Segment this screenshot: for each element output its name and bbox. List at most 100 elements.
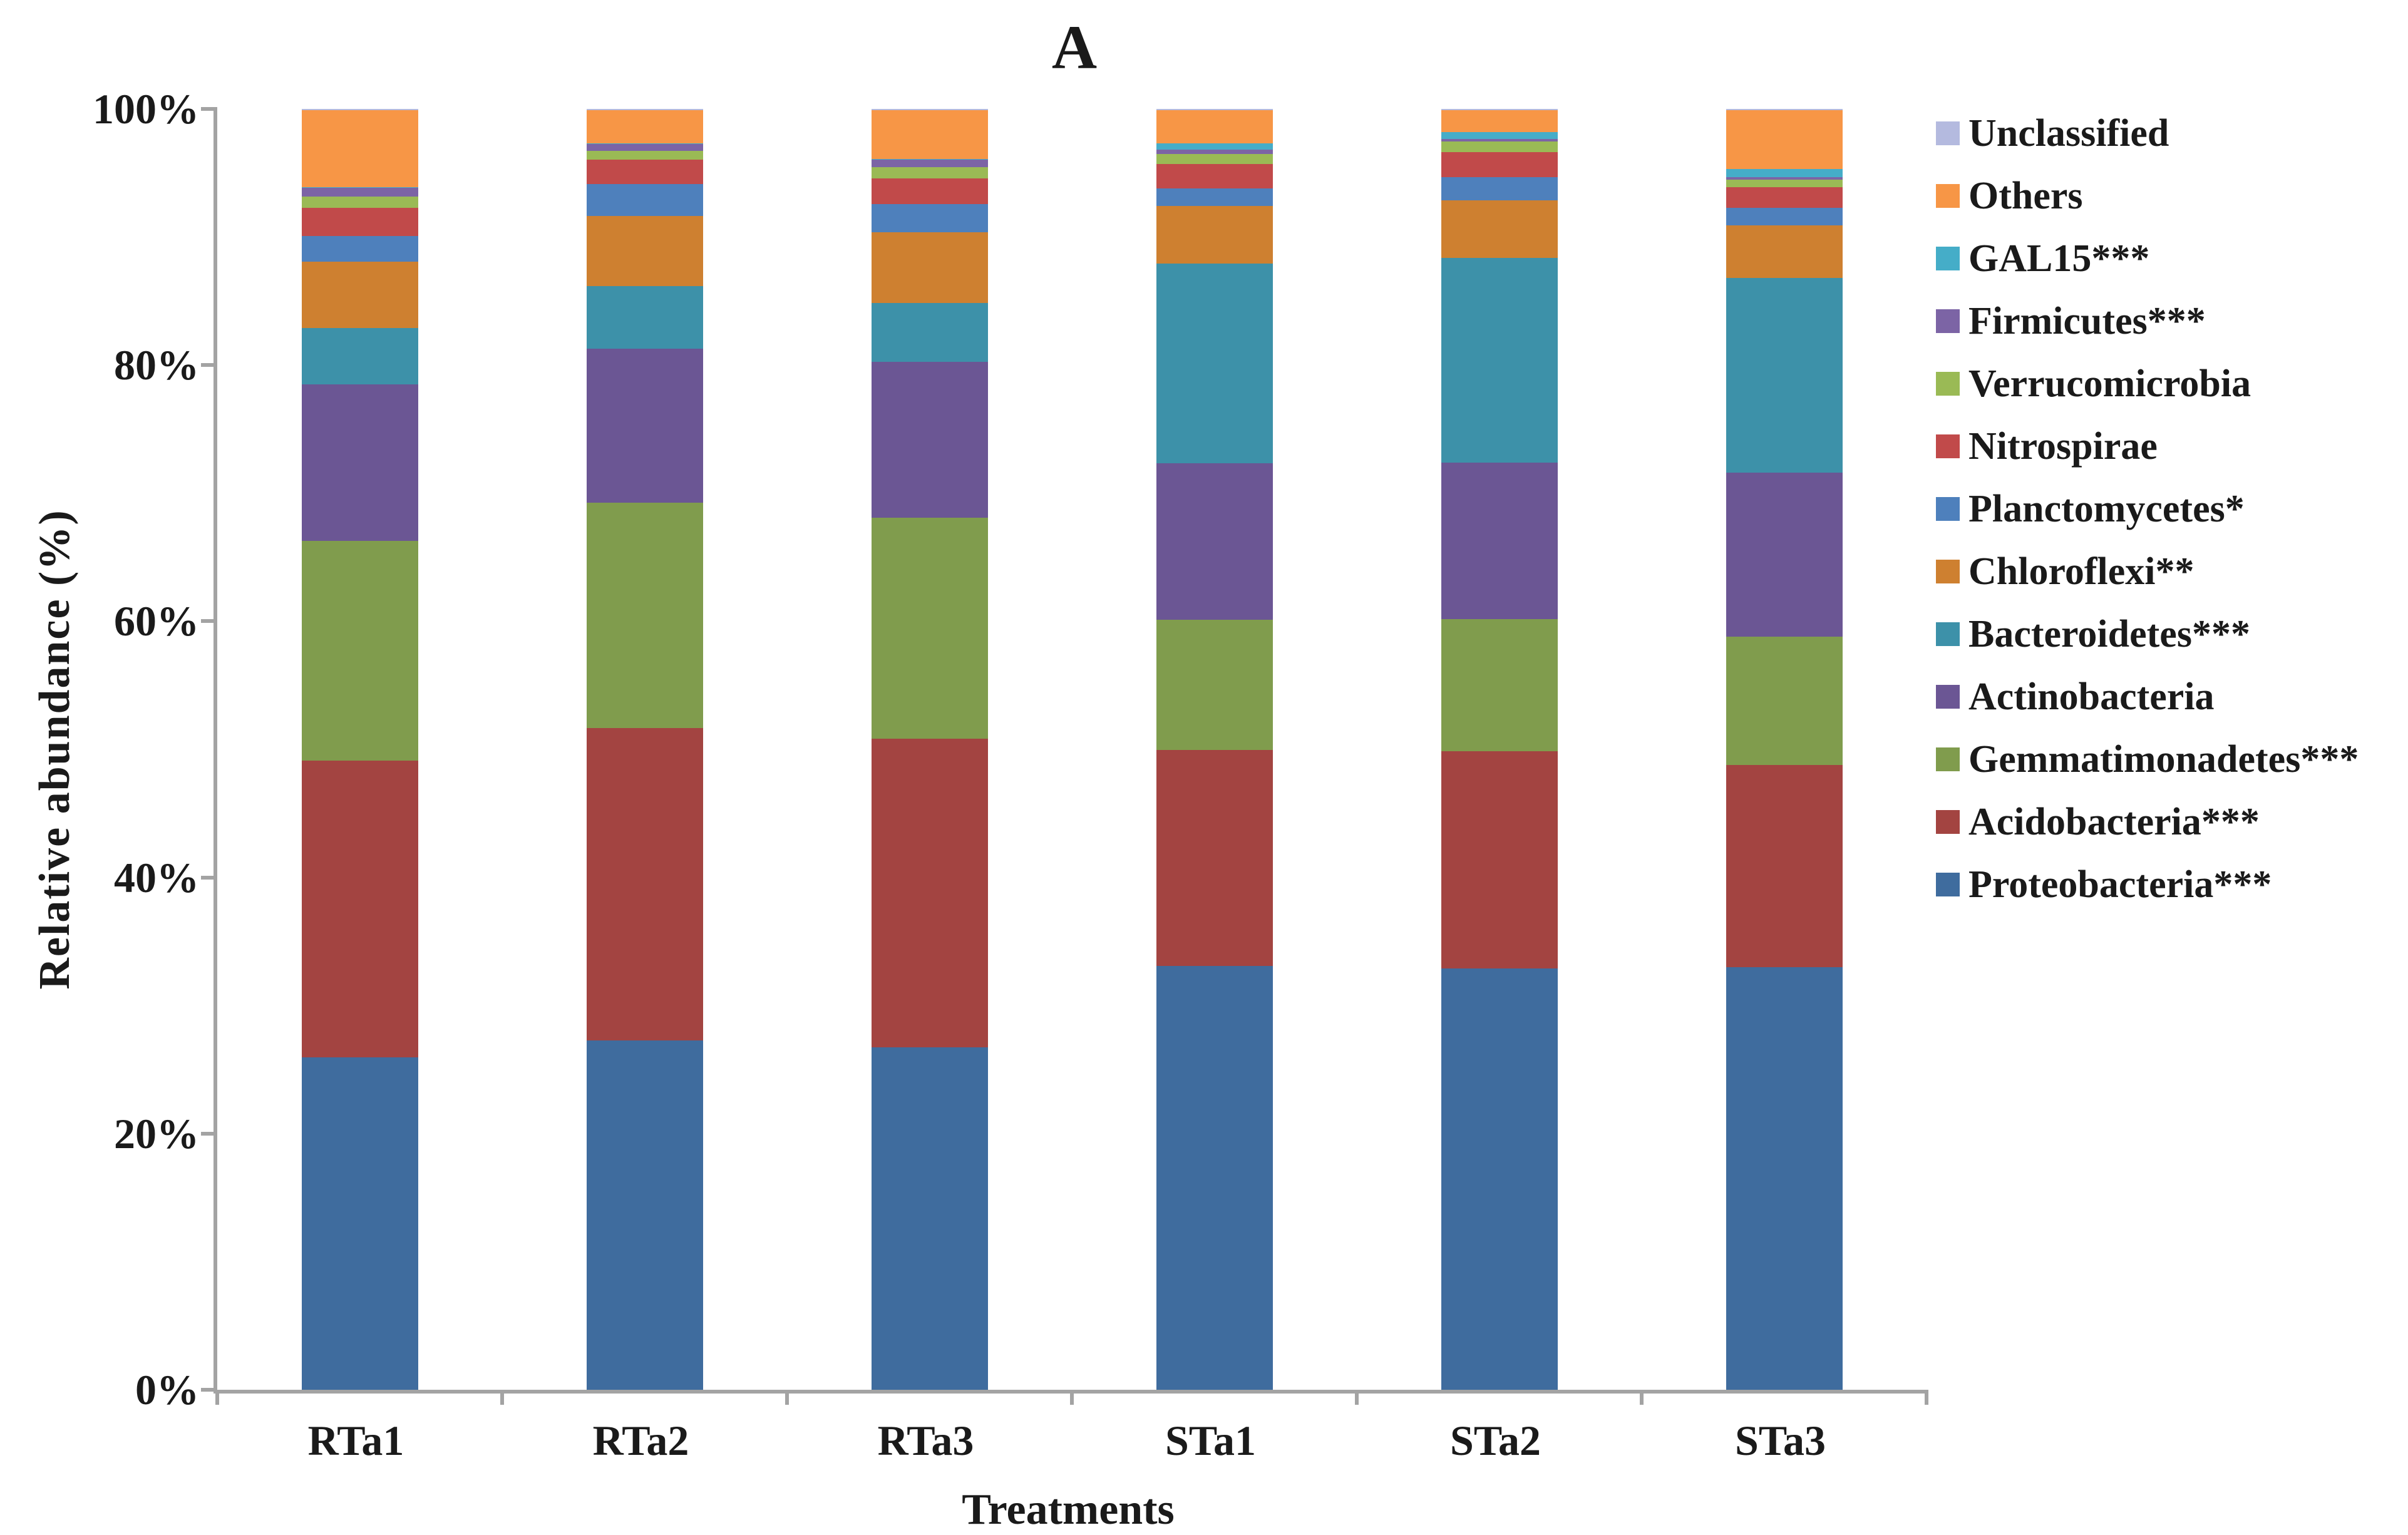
segment-Planctomycetes-STa3 xyxy=(1726,207,1843,226)
legend-swatch-icon xyxy=(1936,747,1960,771)
legend-label: Actinobacteria xyxy=(1968,675,2215,718)
segment-Chloroflexi-RTa2 xyxy=(586,215,703,287)
bar-STa2 xyxy=(1441,109,1558,1390)
segment-GAL15-RTa3 xyxy=(871,158,988,160)
legend-swatch-icon xyxy=(1936,497,1960,521)
segment-Unclassified-RTa3 xyxy=(871,109,988,111)
segment-Proteobacteria-STa2 xyxy=(1441,968,1558,1390)
segment-Verrucomicrobia-STa2 xyxy=(1441,141,1558,152)
legend-item-Others: Others xyxy=(1936,177,2359,215)
segment-GAL15-RTa1 xyxy=(301,187,418,188)
segment-Others-RTa3 xyxy=(871,110,988,159)
x-axis-tick xyxy=(215,1390,219,1405)
segment-Gemmatimonadetes-STa1 xyxy=(1156,619,1273,751)
legend-item-Proteobacteria: Proteobacteria*** xyxy=(1936,865,2359,904)
y-tick-label: 20% xyxy=(114,1109,199,1158)
segment-GAL15-STa1 xyxy=(1156,143,1273,150)
segment-Proteobacteria-RTa1 xyxy=(301,1057,418,1390)
legend-label: Proteobacteria*** xyxy=(1968,863,2272,906)
segment-Gemmatimonadetes-STa3 xyxy=(1726,636,1843,765)
segment-Proteobacteria-STa3 xyxy=(1726,967,1843,1390)
x-tick-label-RTa3: RTa3 xyxy=(877,1417,974,1464)
segment-Planctomycetes-STa2 xyxy=(1441,177,1558,201)
legend-swatch-icon xyxy=(1936,372,1960,396)
segment-Proteobacteria-STa1 xyxy=(1156,966,1273,1390)
legend-item-Gemmatimonadetes: Gemmatimonadetes*** xyxy=(1936,740,2359,779)
y-tick-label: 60% xyxy=(114,597,199,645)
segment-Chloroflexi-RTa3 xyxy=(871,232,988,303)
segment-Verrucomicrobia-STa3 xyxy=(1726,179,1843,187)
segment-Verrucomicrobia-RTa2 xyxy=(586,150,703,160)
segment-Unclassified-STa1 xyxy=(1156,109,1273,111)
legend-item-Verrucomicrobia: Verrucomicrobia xyxy=(1936,364,2359,403)
segment-Others-RTa2 xyxy=(586,110,703,144)
y-axis-tick xyxy=(201,875,217,880)
y-axis-tick xyxy=(201,1388,217,1392)
segment-Acidobacteria-RTa3 xyxy=(871,739,988,1047)
legend: Unclassified Others GAL15*** Firmicutes*** V… xyxy=(1936,114,2359,904)
segment-Nitrospirae-STa2 xyxy=(1441,151,1558,178)
y-tick-label: 40% xyxy=(114,853,199,901)
plot-area xyxy=(201,107,1928,1405)
x-tick-label-STa1: STa1 xyxy=(1165,1417,1256,1464)
segment-Others-STa3 xyxy=(1726,110,1843,170)
segment-Acidobacteria-RTa1 xyxy=(301,760,418,1057)
legend-swatch-icon xyxy=(1936,560,1960,583)
segment-Firmicutes-RTa1 xyxy=(301,187,418,197)
segment-Nitrospirae-RTa2 xyxy=(586,159,703,184)
segment-Bacteroidetes-STa3 xyxy=(1726,278,1843,473)
y-axis-tick xyxy=(201,363,217,367)
legend-swatch-icon xyxy=(1936,309,1960,333)
segment-Proteobacteria-RTa2 xyxy=(586,1040,703,1390)
segment-Gemmatimonadetes-RTa2 xyxy=(586,502,703,728)
legend-item-Acidobacteria: Acidobacteria*** xyxy=(1936,803,2359,841)
segment-GAL15-STa2 xyxy=(1441,131,1558,140)
segment-Chloroflexi-RTa1 xyxy=(301,262,418,329)
legend-item-Unclassified: Unclassified xyxy=(1936,114,2359,153)
legend-label: Verrucomicrobia xyxy=(1968,362,2251,405)
segment-Acidobacteria-STa2 xyxy=(1441,751,1558,969)
segment-GAL15-RTa2 xyxy=(586,143,703,145)
legend-label: Bacteroidetes*** xyxy=(1968,613,2250,655)
legend-label: Unclassified xyxy=(1968,112,2169,155)
segment-Verrucomicrobia-STa1 xyxy=(1156,153,1273,164)
legend-label: Acidobacteria*** xyxy=(1968,801,2260,843)
y-tick-label: 100% xyxy=(93,85,199,133)
segment-Nitrospirae-STa1 xyxy=(1156,163,1273,188)
legend-label: Others xyxy=(1968,175,2083,217)
bar-RTa1 xyxy=(301,109,418,1390)
x-tick-label-RTa2: RTa2 xyxy=(592,1417,689,1464)
segment-Firmicutes-RTa3 xyxy=(871,159,988,168)
segment-Verrucomicrobia-RTa3 xyxy=(871,167,988,179)
segment-Verrucomicrobia-RTa1 xyxy=(301,197,418,208)
segment-Bacteroidetes-RTa1 xyxy=(301,328,418,385)
segment-Chloroflexi-STa2 xyxy=(1441,200,1558,259)
legend-item-Firmicutes: Firmicutes*** xyxy=(1936,302,2359,341)
legend-item-GAL15: GAL15*** xyxy=(1936,239,2359,278)
x-axis-tick xyxy=(1640,1390,1644,1405)
segment-Nitrospirae-RTa1 xyxy=(301,208,418,237)
segment-Chloroflexi-STa3 xyxy=(1726,225,1843,279)
x-tick-label-STa3: STa3 xyxy=(1735,1417,1826,1464)
legend-swatch-icon xyxy=(1936,247,1960,270)
legend-label: Nitrospirae xyxy=(1968,425,2158,468)
x-axis-tick xyxy=(1070,1390,1074,1405)
legend-label: Planctomycetes* xyxy=(1968,488,2245,530)
bar-RTa3 xyxy=(871,109,988,1390)
y-axis-title: Relative abundance (%) xyxy=(31,509,79,990)
x-axis-title: Treatments xyxy=(962,1486,1175,1534)
legend-swatch-icon xyxy=(1936,685,1960,709)
segment-Bacteroidetes-STa2 xyxy=(1441,258,1558,463)
segment-Others-STa2 xyxy=(1441,110,1558,132)
segment-Actinobacteria-STa1 xyxy=(1156,463,1273,620)
segment-Nitrospirae-RTa3 xyxy=(871,178,988,205)
segment-Planctomycetes-RTa1 xyxy=(301,236,418,262)
legend-label: GAL15*** xyxy=(1968,237,2150,280)
legend-label: Chloroflexi** xyxy=(1968,550,2194,593)
x-axis-tick xyxy=(785,1390,789,1405)
segment-Actinobacteria-RTa1 xyxy=(301,384,418,541)
bar-STa3 xyxy=(1726,109,1843,1390)
segment-Firmicutes-STa3 xyxy=(1726,177,1843,180)
legend-item-Planctomycetes: Planctomycetes* xyxy=(1936,490,2359,528)
legend-item-Chloroflexi: Chloroflexi** xyxy=(1936,552,2359,591)
